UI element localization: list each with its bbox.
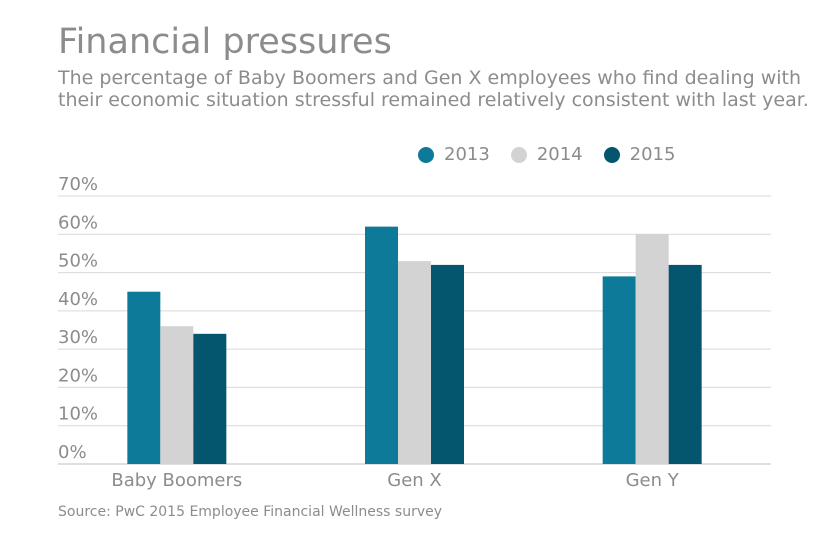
bar-2015-baby-boomers bbox=[193, 333, 227, 464]
legend-swatch-2015 bbox=[603, 146, 620, 163]
x-tick-label: Gen X bbox=[387, 470, 441, 491]
legend-swatch-2013 bbox=[418, 146, 434, 163]
legend-label-2013: 2013 bbox=[444, 144, 490, 165]
y-tick-label: 40% bbox=[58, 289, 98, 310]
bar-2014-gen-x bbox=[398, 261, 431, 464]
chart-source: Source: PwC 2015 Employee Financial Well… bbox=[58, 504, 443, 520]
y-tick-label: 10% bbox=[58, 404, 98, 425]
bar-2014-gen-y bbox=[635, 234, 669, 464]
bar-2015-gen-x bbox=[431, 264, 464, 464]
bar-2015-gen-y bbox=[668, 264, 702, 464]
y-tick-label: 60% bbox=[58, 212, 98, 233]
y-tick-label: 20% bbox=[58, 365, 98, 386]
legend-item-2014: 2014 bbox=[510, 144, 583, 165]
bar-2014-baby-boomers bbox=[160, 326, 194, 464]
chart-title: Financial pressures bbox=[58, 22, 392, 62]
y-tick-label: 50% bbox=[58, 251, 98, 272]
legend-item-2015: 2015 bbox=[603, 144, 676, 165]
y-tick-label: 0% bbox=[58, 442, 87, 463]
legend-label-2015: 2015 bbox=[629, 144, 676, 165]
chart-legend: 2013 2014 2015 bbox=[418, 144, 696, 165]
x-tick-label: Gen Y bbox=[626, 470, 680, 491]
legend-label-2014: 2014 bbox=[536, 144, 583, 165]
bar-2013-gen-x bbox=[365, 226, 398, 464]
chart-subtitle: The percentage of Baby Boomers and Gen X… bbox=[58, 67, 809, 111]
bar-2013-gen-y bbox=[602, 276, 636, 464]
x-tick-label: Baby Boomers bbox=[111, 470, 242, 491]
y-tick-label: 30% bbox=[58, 327, 98, 348]
y-tick-label: 70% bbox=[58, 174, 98, 195]
bar-2013-baby-boomers bbox=[127, 291, 161, 464]
legend-item-2013: 2013 bbox=[418, 144, 490, 165]
legend-swatch-2014 bbox=[510, 146, 527, 163]
